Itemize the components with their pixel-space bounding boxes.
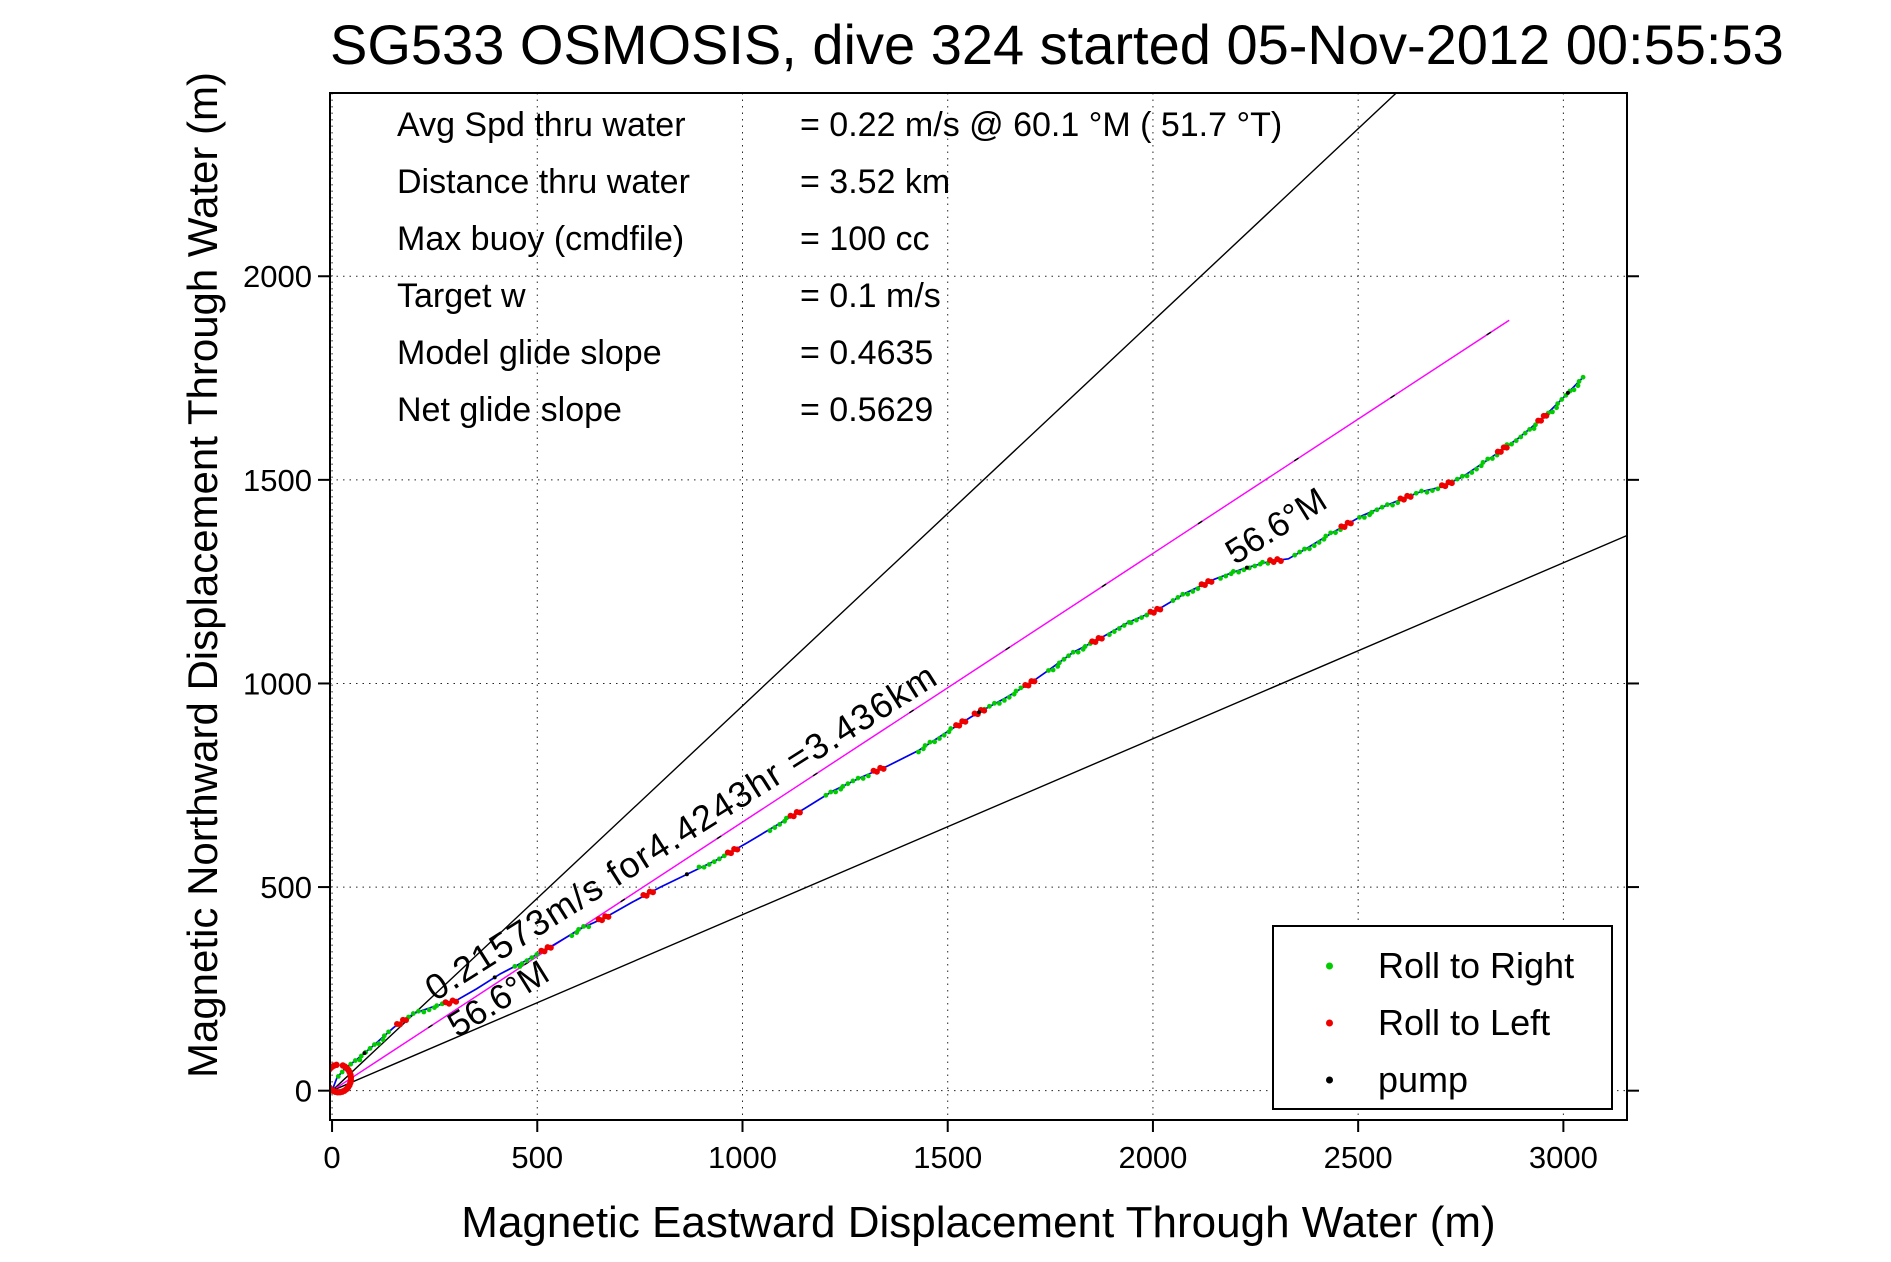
tick-marks bbox=[318, 275, 1639, 1132]
legend-label: Roll to Left bbox=[1378, 1002, 1551, 1043]
x-tick-label: 1500 bbox=[913, 1140, 982, 1175]
roll-left-dots bbox=[394, 412, 1550, 1028]
y-tick-label: 1500 bbox=[243, 463, 312, 498]
legend-marker-dot-icon bbox=[1326, 1076, 1333, 1084]
stat-value: = 0.4635 bbox=[800, 334, 934, 372]
y-tick-label: 2000 bbox=[243, 259, 312, 294]
legend-item-roll-to-left: Roll to Left bbox=[1274, 998, 1611, 1048]
stat-label: Model glide slope bbox=[397, 334, 662, 372]
pump-dots bbox=[362, 390, 1570, 1056]
stat-label: Net glide slope bbox=[397, 391, 622, 429]
stat-label: Distance thru water bbox=[397, 163, 690, 201]
legend-label: pump bbox=[1378, 1059, 1469, 1100]
speed-distance-label: 0.21573m/s for4.4243hr =3.436km bbox=[417, 655, 944, 1009]
stat-value: = 0.5629 bbox=[800, 391, 934, 429]
x-tick-label: 500 bbox=[511, 1140, 563, 1175]
x-tick-label: 2000 bbox=[1118, 1140, 1187, 1175]
stat-value: = 3.52 km bbox=[800, 163, 951, 201]
x-axis-title: Magnetic Eastward Displacement Through W… bbox=[461, 1198, 1496, 1247]
axes-box bbox=[329, 92, 1628, 1121]
stat-label: Avg Spd thru water bbox=[397, 106, 686, 144]
stat-value: = 0.1 m/s bbox=[800, 277, 941, 315]
grid-lines bbox=[330, 93, 1627, 1120]
origin-roll-cluster bbox=[330, 1061, 355, 1096]
legend-marker-dot-icon bbox=[1326, 962, 1333, 970]
reference-line-bearing-46.6M bbox=[331, 93, 1398, 1092]
stat-value: = 100 cc bbox=[800, 220, 930, 258]
stat-value: = 0.22 m/s @ 60.1 °M ( 51.7 °T) bbox=[800, 106, 1283, 144]
reference-line-bearing-66.6M bbox=[331, 534, 1627, 1092]
y-tick-label: 0 bbox=[295, 1074, 312, 1109]
y-tick-label: 500 bbox=[260, 870, 312, 905]
stat-label: Target w bbox=[397, 277, 526, 315]
x-tick-label: 1000 bbox=[708, 1140, 777, 1175]
legend-item-roll-to-right: Roll to Right bbox=[1274, 941, 1611, 991]
legend-marker-dot-icon bbox=[1326, 1019, 1333, 1027]
legend-label: Roll to Right bbox=[1378, 945, 1575, 986]
tick-labels: 0 500 1000 1500 2000 2500 3000 0 500 1000 1500 2000 bbox=[243, 259, 1598, 1175]
stat-label: Max buoy (cmdfile) bbox=[397, 220, 685, 258]
chart-title: SG533 OSMOSIS, dive 324 started 05-Nov-2… bbox=[330, 13, 1784, 76]
legend: Roll to Right Roll to Left pump bbox=[1272, 925, 1613, 1110]
legend-item-pump: pump bbox=[1274, 1055, 1611, 1105]
x-tick-label: 2500 bbox=[1324, 1140, 1393, 1175]
in-plot-annotations: 0.21573m/s for4.4243hr =3.436km56.6°M56.… bbox=[417, 480, 1333, 1045]
x-tick-label: 3000 bbox=[1529, 1140, 1598, 1175]
x-tick-label: 0 bbox=[323, 1140, 340, 1175]
y-tick-label: 1000 bbox=[243, 666, 312, 701]
